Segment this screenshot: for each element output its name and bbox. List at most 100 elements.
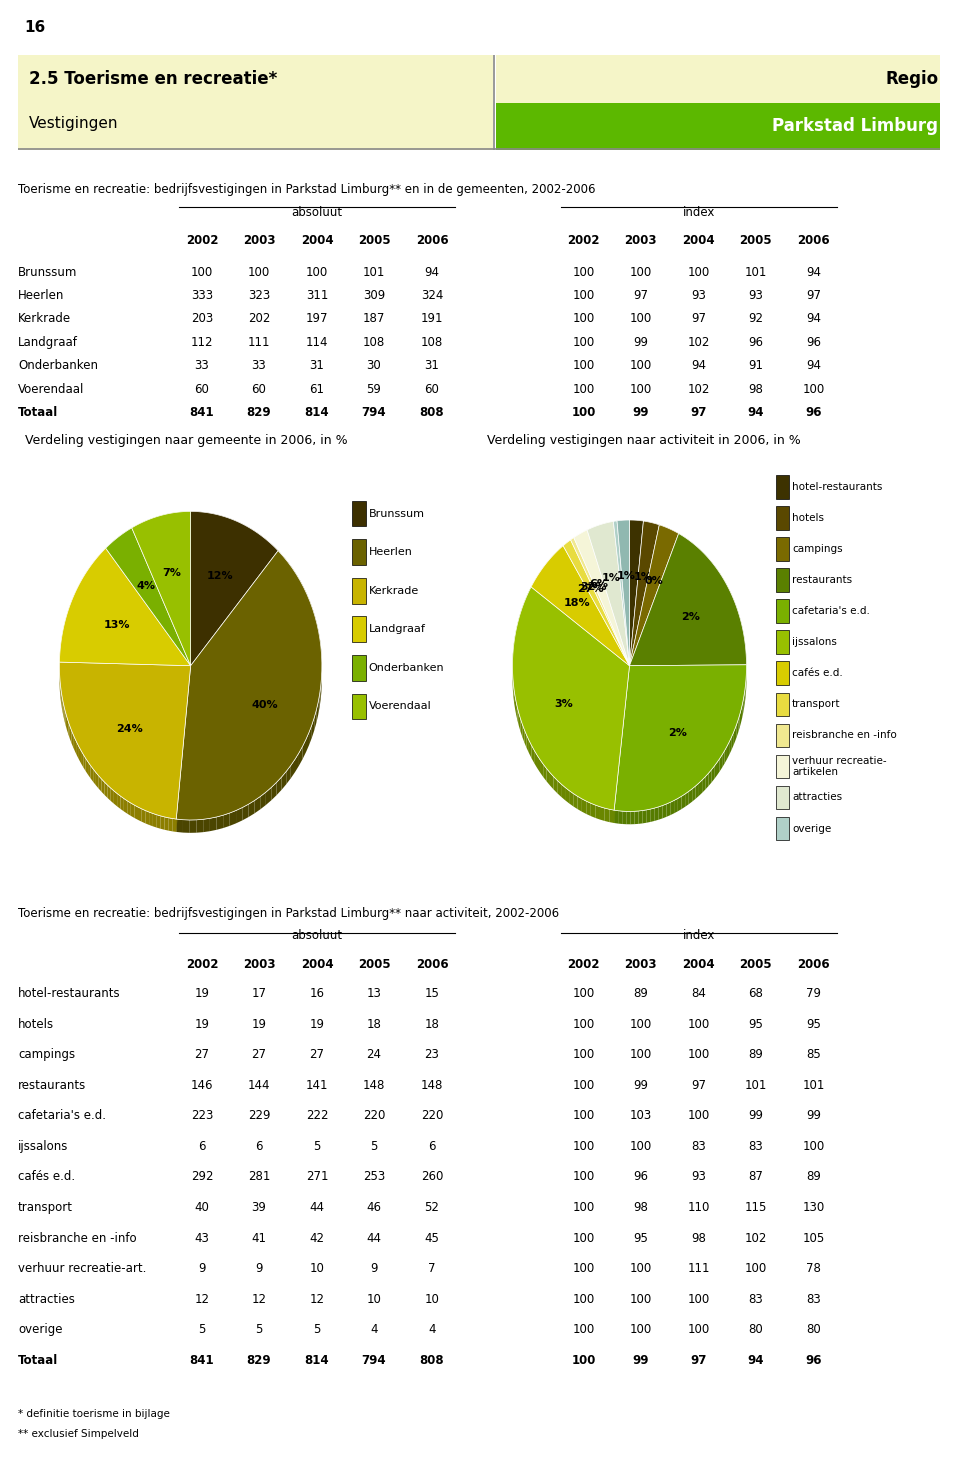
Text: 2004: 2004 [683,957,715,971]
Text: 222: 222 [305,1110,328,1123]
Text: 96: 96 [805,407,822,419]
Text: 89: 89 [749,1048,763,1061]
Text: index: index [683,930,715,941]
Polygon shape [172,818,177,832]
Text: 10: 10 [367,1293,381,1306]
Text: 94: 94 [748,1354,764,1367]
Text: 19: 19 [195,987,209,1000]
Text: Onderbanken: Onderbanken [18,359,98,372]
Text: 2005: 2005 [358,234,391,246]
Polygon shape [120,796,124,811]
Text: 111: 111 [248,335,271,348]
Text: 100: 100 [573,1079,595,1092]
Polygon shape [590,804,595,818]
Text: 83: 83 [749,1140,763,1154]
Polygon shape [610,810,614,823]
Text: 2002: 2002 [567,234,600,246]
Polygon shape [110,788,114,804]
FancyBboxPatch shape [352,578,366,603]
Text: 841: 841 [190,1354,214,1367]
Polygon shape [60,548,191,666]
Text: 100: 100 [191,265,213,278]
Text: 4: 4 [371,1323,378,1337]
Text: 5: 5 [255,1323,263,1337]
Text: 95: 95 [749,1017,763,1031]
Polygon shape [635,811,638,824]
Text: 99: 99 [749,1110,763,1123]
Polygon shape [529,741,532,758]
FancyBboxPatch shape [777,631,789,654]
Polygon shape [520,719,522,736]
Text: 78: 78 [806,1262,821,1275]
Text: 97: 97 [806,288,822,302]
Polygon shape [131,804,134,818]
Text: 10: 10 [309,1262,324,1275]
Text: verhuur recreatie-art.: verhuur recreatie-art. [18,1262,146,1275]
Polygon shape [565,788,569,804]
Polygon shape [317,703,318,723]
Text: 10: 10 [424,1293,440,1306]
Text: overige: overige [18,1323,62,1337]
Text: Verdeling vestigingen naar gemeente in 2006, in %: Verdeling vestigingen naar gemeente in 2… [25,435,348,448]
Text: 2005: 2005 [739,957,772,971]
Polygon shape [223,813,229,829]
Text: 141: 141 [305,1079,328,1092]
Polygon shape [292,568,297,587]
Polygon shape [522,725,524,742]
Polygon shape [138,807,142,821]
Polygon shape [288,562,292,581]
Text: 95: 95 [634,1231,648,1244]
Polygon shape [177,550,322,820]
Text: 281: 281 [248,1171,270,1183]
Text: 80: 80 [806,1323,821,1337]
FancyBboxPatch shape [777,754,789,779]
Text: 5: 5 [371,1140,377,1154]
Polygon shape [742,700,743,717]
Text: 100: 100 [248,265,270,278]
Text: 100: 100 [630,359,652,372]
Polygon shape [156,815,160,829]
Text: 45: 45 [424,1231,440,1244]
Polygon shape [71,731,73,747]
Polygon shape [588,521,630,666]
Polygon shape [105,782,108,798]
Text: 12%: 12% [206,571,233,581]
FancyBboxPatch shape [777,474,789,499]
Text: 96: 96 [805,1354,822,1367]
Polygon shape [699,780,702,796]
Polygon shape [300,581,303,600]
Text: 100: 100 [306,265,328,278]
Polygon shape [168,818,172,832]
Text: 87: 87 [749,1171,763,1183]
Polygon shape [60,662,191,818]
Text: 44: 44 [367,1231,381,1244]
Polygon shape [177,666,191,832]
Polygon shape [534,750,537,767]
Polygon shape [73,735,75,751]
Polygon shape [60,548,191,666]
Polygon shape [312,717,314,738]
Text: 60: 60 [195,382,209,395]
Text: 814: 814 [304,1354,329,1367]
Text: transport: transport [18,1200,73,1214]
Text: 808: 808 [420,407,444,419]
Text: 100: 100 [630,1293,652,1306]
Text: 324: 324 [420,288,444,302]
FancyBboxPatch shape [352,539,366,565]
Polygon shape [291,760,295,779]
Text: 2003: 2003 [625,957,657,971]
Text: 100: 100 [803,382,825,395]
Text: 99: 99 [633,1354,649,1367]
Text: 40: 40 [195,1200,209,1214]
Text: 2006: 2006 [798,957,830,971]
Text: 44: 44 [309,1200,324,1214]
Text: 100: 100 [573,382,595,395]
Text: 6: 6 [428,1140,436,1154]
Text: 100: 100 [573,1200,595,1214]
Text: 41: 41 [252,1231,267,1244]
Text: 96: 96 [806,335,822,348]
Text: 100: 100 [571,1354,596,1367]
Polygon shape [524,729,526,748]
Text: 6%: 6% [589,578,609,589]
Text: 18: 18 [367,1017,381,1031]
